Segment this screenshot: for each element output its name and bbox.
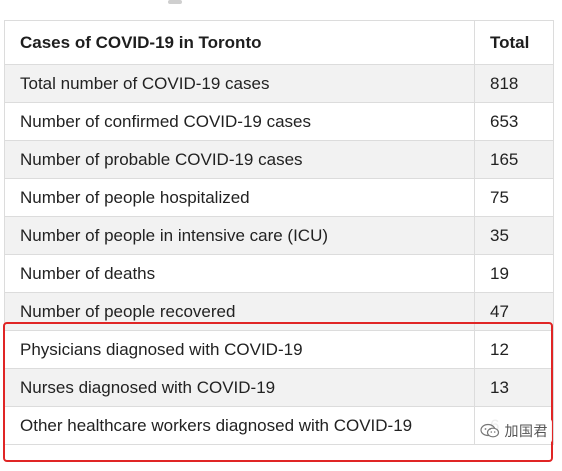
- table-row-highlighted: Nurses diagnosed with COVID-19 13: [4, 368, 554, 407]
- row-value: 35: [474, 216, 554, 255]
- table-row: Number of people recovered 47: [4, 292, 554, 331]
- table-row: Number of people in intensive care (ICU)…: [4, 216, 554, 255]
- row-value: 75: [474, 178, 554, 217]
- row-label: Number of confirmed COVID-19 cases: [4, 102, 475, 141]
- row-label: Number of probable COVID-19 cases: [4, 140, 475, 179]
- table-row: Number of deaths 19: [4, 254, 554, 293]
- row-value: 19: [474, 254, 554, 293]
- row-value: 12: [474, 330, 554, 369]
- header-total: Total: [474, 20, 554, 65]
- row-label: Number of people hospitalized: [4, 178, 475, 217]
- watermark: 加国君: [475, 419, 552, 443]
- row-value: 653: [474, 102, 554, 141]
- row-value: 165: [474, 140, 554, 179]
- table-row-highlighted: Other healthcare workers diagnosed with …: [4, 406, 554, 445]
- table-row: Number of confirmed COVID-19 cases 653: [4, 102, 554, 141]
- table-row: Total number of COVID-19 cases 818: [4, 64, 554, 103]
- wechat-icon: [479, 423, 499, 438]
- watermark-text: 加国君: [504, 423, 548, 439]
- table-header-row: Cases of COVID-19 in Toronto Total: [4, 20, 554, 65]
- row-label: Total number of COVID-19 cases: [4, 64, 475, 103]
- table-row: Number of people hospitalized 75: [4, 178, 554, 217]
- row-label: Number of deaths: [4, 254, 475, 293]
- covid-cases-table: Cases of COVID-19 in Toronto Total Total…: [4, 20, 554, 445]
- top-strip: [0, 0, 562, 20]
- header-cases: Cases of COVID-19 in Toronto: [4, 20, 475, 65]
- row-label: Physicians diagnosed with COVID-19: [4, 330, 475, 369]
- row-value: 13: [474, 368, 554, 407]
- row-label: Number of people recovered: [4, 292, 475, 331]
- row-value: 47: [474, 292, 554, 331]
- table-row: Number of probable COVID-19 cases 165: [4, 140, 554, 179]
- table-row-highlighted: Physicians diagnosed with COVID-19 12: [4, 330, 554, 369]
- row-label: Nurses diagnosed with COVID-19: [4, 368, 475, 407]
- cropped-text-fragment: [168, 0, 182, 4]
- row-value: 818: [474, 64, 554, 103]
- row-label: Other healthcare workers diagnosed with …: [4, 406, 475, 445]
- row-label: Number of people in intensive care (ICU): [4, 216, 475, 255]
